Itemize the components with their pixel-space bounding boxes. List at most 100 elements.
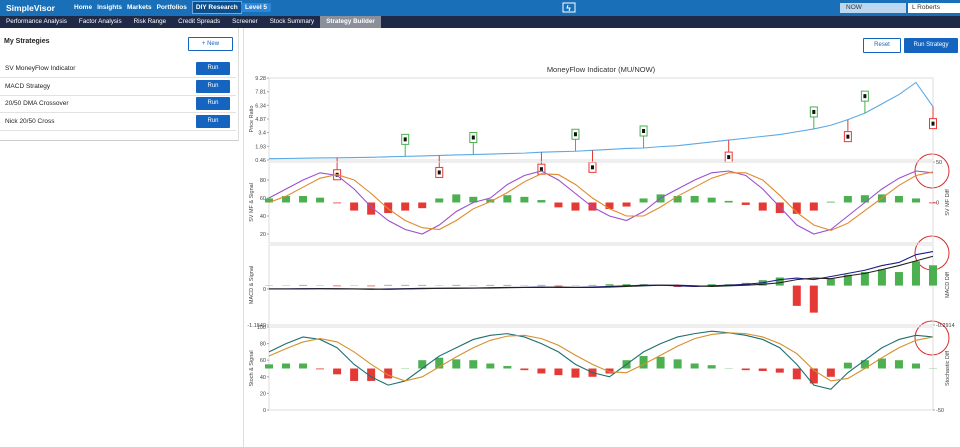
diff-bar [707,365,716,369]
icon[interactable] [562,2,576,14]
signal-icon [846,134,850,139]
reset-button[interactable]: Reset [863,38,901,53]
highlight-circle [914,320,950,356]
y-tick-label: 40 [260,375,266,381]
run-button[interactable]: Run [196,114,230,128]
menu-item[interactable]: DIY Research [191,1,242,14]
sub-menu-item[interactable]: Stock Summary [269,18,315,25]
menu-item[interactable]: Markets [126,4,152,11]
run-strategy-button[interactable]: Run Strategy [904,38,958,53]
diff-bar [911,363,920,369]
diff-bar [673,196,682,203]
diff-bar [690,196,699,203]
diff-bar [929,202,937,204]
diff-bar [639,198,648,203]
diff-bar [826,201,835,203]
level-badge[interactable]: Level 5 [241,3,272,12]
diff-bar [792,368,801,380]
diff-bar [299,196,308,203]
diff-bar [826,278,835,286]
strategy-name: MACD Strategy [5,82,51,90]
menu-item[interactable]: Insights [97,4,122,11]
sub-menu-item[interactable]: Screener [232,18,258,25]
y2-tick-label: -50 [936,408,944,414]
sub-menu-item[interactable]: Risk Range [133,18,167,25]
strategy-row: MACD Strategy Run [0,78,236,96]
series-line [268,330,934,390]
run-button[interactable]: Run [196,97,230,110]
y-tick-label: 4.87 [255,117,266,123]
diff-bar [894,272,903,286]
y2-axis-label: MACD Diff [945,272,951,298]
diff-bar [486,284,495,286]
new-button[interactable]: + New [188,37,233,51]
sub-menu-item[interactable]: Performance Analysis [6,18,67,25]
run-button[interactable]: Run [196,79,230,93]
diff-bar [792,202,801,214]
series-line [268,171,934,231]
diff-bar [724,200,733,203]
run-button[interactable]: Run [196,62,230,75]
diff-bar [503,366,512,369]
diff-bar [809,285,818,313]
panel-title: My Strategies [4,38,50,45]
sub-menu-item[interactable]: Factor Analysis [78,18,122,25]
diff-bar [860,272,869,286]
diff-bar [435,198,444,203]
y-tick-label: 9.28 [255,76,266,82]
logo[interactable]: SimpleVisor [6,3,55,13]
series-line [268,81,934,160]
sub-menu-item[interactable]: Strategy Builder [320,16,381,28]
series-line [268,170,934,235]
diff-bar [367,285,376,287]
diff-bar [843,362,852,369]
diff-bar [316,368,325,370]
diff-bar [775,277,784,286]
diff-bar [894,360,903,369]
diff-bar [299,284,308,286]
diff-bar [282,196,291,203]
diff-bar [622,284,631,286]
y-tick-label: 40 [260,214,266,220]
diff-bar [571,202,580,211]
diff-bar [469,360,478,369]
y-tick-label: 60 [260,358,266,364]
menu-item[interactable]: Home [74,4,93,11]
diff-bar [911,261,920,286]
diff-bar [673,359,682,369]
y-tick-label: 7.81 [255,90,266,96]
diff-bar [452,194,461,203]
signal-icon [642,129,646,134]
diff-bar [265,198,273,203]
y-tick-label: 80 [260,178,266,184]
diff-bar [384,284,393,286]
diff-bar [758,368,767,371]
diff-bar [503,195,512,203]
diff-bar [877,358,886,369]
diff-bar [520,368,529,371]
y-tick-label: 0.46 [255,158,266,164]
diff-bar [860,195,869,203]
diff-bar [656,356,665,369]
user-menu[interactable]: L Roberts [908,3,960,13]
strategies-panel: My Strategies + New SV MoneyFlow Indicat… [0,28,239,141]
diff-bar [401,202,410,211]
y-tick-label: 100 [257,325,266,331]
diff-bar [452,284,461,286]
signal-icon [539,167,543,172]
diff-bar [333,285,342,287]
diff-bar [452,359,461,369]
diff-bar [707,197,716,203]
diff-bar [350,202,359,211]
y2-tick-label: 50 [936,160,942,166]
sub-menu-item[interactable]: Credit Spreads [178,18,221,25]
diff-bar [418,284,427,286]
menu-item[interactable]: Portfolios [156,4,187,11]
diff-bar [537,200,546,203]
diff-bar [367,202,376,215]
diff-bar [792,285,801,306]
y2-tick-label: -0.2914 [936,323,955,329]
diff-bar [588,284,597,286]
diff-bar [367,368,376,381]
search[interactable]: NOW [840,3,906,13]
